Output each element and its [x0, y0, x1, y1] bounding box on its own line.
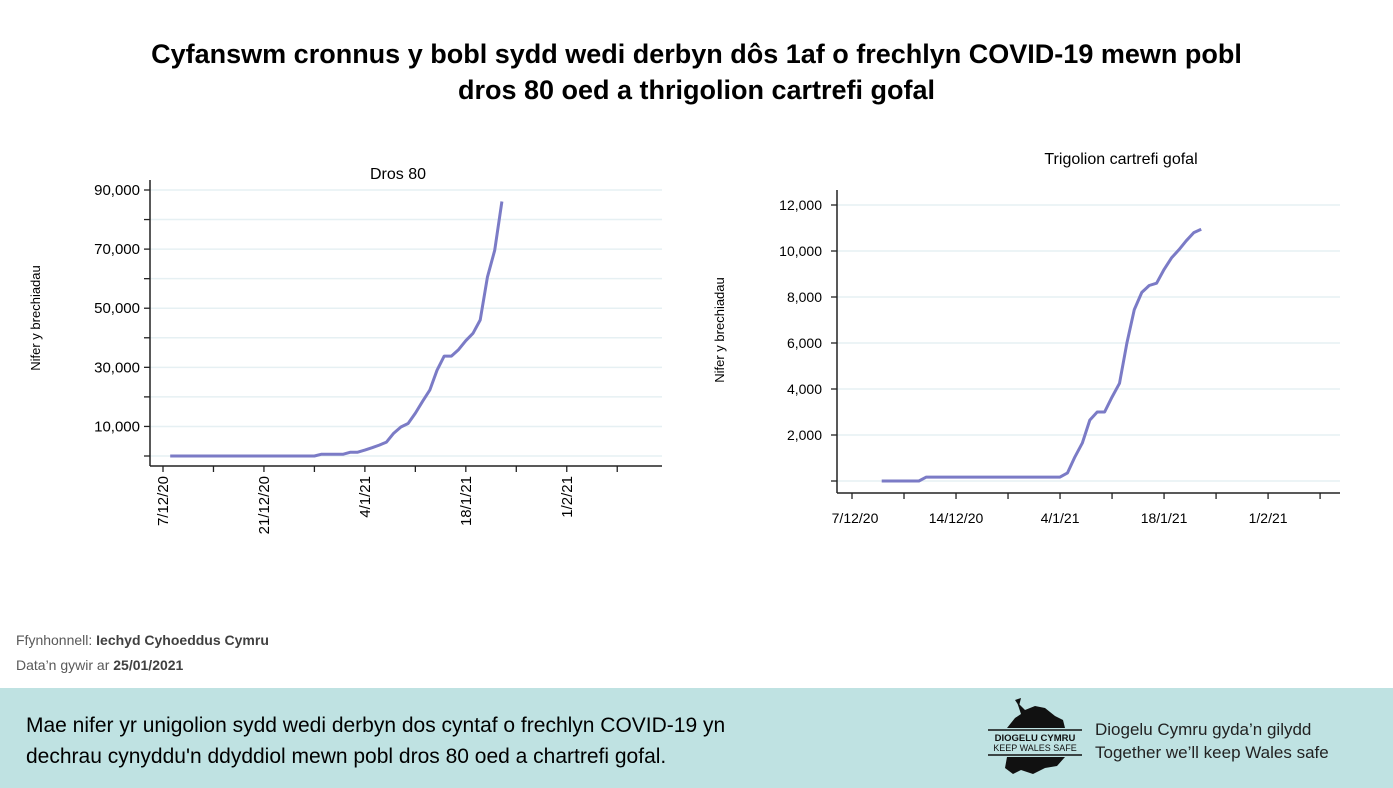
x-tick-label: 1/2/21 [559, 476, 576, 518]
x-tick-label: 7/12/20 [155, 476, 172, 526]
y-tick-label: 2,000 [787, 427, 822, 443]
y-tick-label: 12,000 [779, 197, 822, 213]
title-line-1: Cyfanswm cronnus y bobl sydd wedi derbyn… [151, 39, 1242, 69]
y-tick-label: 6,000 [787, 335, 822, 351]
date-value: 25/01/2021 [113, 657, 184, 673]
x-tick-label: 1/2/21 [1249, 510, 1288, 526]
y-tick-label: 10,000 [94, 418, 140, 435]
x-tick-label: 21/12/20 [256, 476, 273, 534]
x-tick-label: 18/1/21 [458, 476, 475, 526]
keep-wales-safe-logo: DIOGELU CYMRU KEEP WALES SAFE [988, 698, 1082, 774]
slogan: Diogelu Cymru gyda’n gilydd Together we’… [1095, 718, 1329, 764]
chart-title: Trigolion cartrefi gofal [1044, 151, 1197, 168]
x-tick-label: 14/12/20 [929, 510, 984, 526]
svg-text:KEEP WALES SAFE: KEEP WALES SAFE [993, 743, 1077, 753]
slide-title: Cyfanswm cronnus y bobl sydd wedi derbyn… [0, 36, 1393, 108]
y-tick-label: 10,000 [779, 243, 822, 259]
x-tick-label: 4/1/21 [357, 476, 374, 518]
series-line [170, 201, 504, 458]
footer-line-2: dechrau cynyddu'n ddyddiol mewn pobl dro… [26, 745, 667, 768]
y-tick-label: 50,000 [94, 300, 140, 317]
slogan-welsh: Diogelu Cymru gyda’n gilydd [1095, 720, 1312, 739]
footer-banner: Mae nifer yr unigolion sydd wedi derbyn … [0, 688, 1393, 788]
series-line [881, 227, 1202, 483]
y-tick-label: 90,000 [94, 182, 140, 199]
footer-line-1: Mae nifer yr unigolion sydd wedi derbyn … [26, 714, 726, 737]
footer-message: Mae nifer yr unigolion sydd wedi derbyn … [26, 710, 725, 772]
source-label: Ffynhonnell: [16, 632, 93, 648]
y-tick-label: 70,000 [94, 241, 140, 258]
source-note: Ffynhonnell: Iechyd Cyhoeddus Cymru [16, 632, 269, 648]
y-axis-label: Nifer y brechiadau [712, 277, 727, 383]
x-tick-label: 4/1/21 [1041, 510, 1080, 526]
y-tick-label: 8,000 [787, 289, 822, 305]
y-axis-label: Nifer y brechiadau [28, 265, 43, 371]
charts: 10,000 30,000 50,000 70,000 90,000 7/12/20 21/… [28, 151, 1340, 534]
svg-text:DIOGELU CYMRU: DIOGELU CYMRU [995, 733, 1076, 744]
slogan-english: Together we’ll keep Wales safe [1095, 743, 1329, 762]
source-value: Iechyd Cyhoeddus Cymru [96, 632, 269, 648]
x-tick-label: 7/12/20 [832, 510, 879, 526]
title-line-2: dros 80 oed a thrigolion cartrefi gofal [457, 75, 936, 105]
y-tick-label: 4,000 [787, 381, 822, 397]
date-note: Data’n gywir ar 25/01/2021 [16, 657, 183, 673]
date-label: Data’n gywir ar [16, 657, 110, 673]
x-tick-label: 18/1/21 [1141, 510, 1188, 526]
chart-title: Dros 80 [370, 166, 426, 183]
y-tick-label: 30,000 [94, 359, 140, 376]
